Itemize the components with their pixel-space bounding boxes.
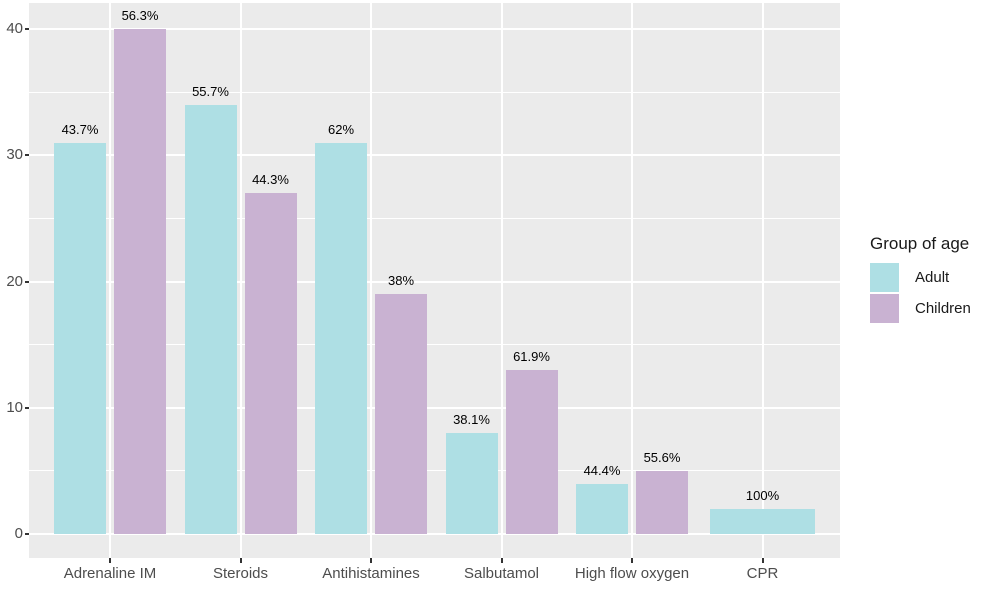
- legend: Group of age Adult Children: [870, 234, 971, 325]
- bar-label-children-salbutamol: 61.9%: [513, 348, 550, 364]
- bar-adult-antihistamines: [315, 142, 367, 534]
- x-tick-label-adrenaline-im: Adrenaline IM: [63, 565, 157, 582]
- bar-label-children-high-flow-oxygen: 55.6%: [643, 449, 681, 465]
- y-tick-label-10: 10: [6, 398, 23, 416]
- legend-title: Group of age: [870, 234, 970, 253]
- bar-adult-steroids: [184, 104, 237, 534]
- bar-adult-adrenaline-im: [54, 142, 106, 534]
- x-tick-label-high-flow-oxygen: High flow oxygen: [574, 565, 690, 582]
- bar-label-adult-adrenaline-im: 43.7%: [61, 121, 99, 137]
- gridline-x-high-flow-oxygen: [631, 3, 633, 558]
- bar-children-high-flow-oxygen: [636, 470, 688, 534]
- bar-adult-salbutamol: [445, 433, 498, 534]
- y-tick-mark-0: [25, 533, 29, 535]
- gridline-major-y-30: [29, 154, 840, 157]
- legend-swatch-adult: [870, 263, 899, 292]
- bar-label-adult-antihistamines: 62%: [327, 121, 355, 137]
- y-tick-label-30: 30: [6, 146, 23, 164]
- gridline-x-steroids: [239, 3, 242, 558]
- x-tick-mark-antihistamines: [370, 558, 372, 563]
- y-tick-mark-10: [25, 406, 29, 409]
- legend-entry-children: Children: [870, 294, 971, 323]
- bar-adult-high-flow-oxygen: [576, 483, 628, 534]
- gridline-x-salbutamol: [500, 3, 503, 558]
- gridline-major-y-0: [29, 533, 840, 535]
- x-tick-mark-adrenaline-im: [109, 558, 111, 563]
- x-tick-mark-steroids: [239, 558, 242, 563]
- y-tick-mark-20: [25, 280, 29, 283]
- gridline-x-antihistamines: [370, 3, 372, 558]
- x-tick-label-cpr: CPR: [746, 565, 779, 582]
- bar-adult-cpr: [710, 508, 815, 534]
- gridline-minor-y-5: [29, 470, 840, 472]
- bar-label-adult-steroids: 55.7%: [192, 83, 229, 99]
- x-tick-label-steroids: Steroids: [212, 565, 269, 582]
- gridline-major-y-20: [29, 280, 840, 283]
- legend-swatch-children: [870, 294, 899, 323]
- bar-children-steroids: [244, 193, 297, 534]
- y-tick-mark-30: [25, 154, 29, 157]
- gridline-minor-y-25: [29, 217, 840, 219]
- x-tick-label-antihistamines: Antihistamines: [322, 565, 420, 582]
- legend-label-children: Children: [915, 300, 971, 317]
- x-tick-mark-salbutamol: [500, 558, 503, 563]
- x-tick-label-salbutamol: Salbutamol: [463, 565, 540, 582]
- bar-label-adult-high-flow-oxygen: 44.4%: [583, 462, 621, 478]
- bar-label-children-antihistamines: 38%: [387, 273, 415, 289]
- bar-children-adrenaline-im: [114, 29, 166, 534]
- legend-label-adult: Adult: [915, 269, 950, 286]
- gridline-minor-y-35: [29, 91, 840, 93]
- bar-label-children-adrenaline-im: 56.3%: [121, 8, 159, 23]
- bar-label-adult-salbutamol: 38.1%: [453, 412, 490, 427]
- gridline-x-cpr: [761, 3, 764, 558]
- plot-panel: 43.7% 56.3% 55.7% 44.3% 62% 38% 38.1% 61.9% 44.4…: [29, 3, 840, 558]
- bar-children-antihistamines: [375, 294, 427, 534]
- x-tick-mark-high-flow-oxygen: [631, 558, 633, 563]
- y-tick-label-0: 0: [14, 525, 23, 542]
- bar-children-salbutamol: [505, 369, 558, 534]
- x-tick-mark-cpr: [761, 558, 764, 563]
- legend-entry-adult: Adult: [870, 263, 971, 292]
- gridline-major-y-10: [29, 406, 840, 409]
- y-tick-label-40: 40: [6, 20, 23, 37]
- gridline-major-y-40: [29, 28, 840, 30]
- bar-label-adult-cpr: 100%: [745, 487, 780, 503]
- gridline-x-adrenaline-im: [109, 3, 111, 558]
- bar-label-children-steroids: 44.3%: [252, 172, 289, 188]
- gridline-minor-y-15: [29, 344, 840, 346]
- y-tick-mark-40: [25, 28, 29, 30]
- y-tick-label-20: 20: [6, 272, 23, 290]
